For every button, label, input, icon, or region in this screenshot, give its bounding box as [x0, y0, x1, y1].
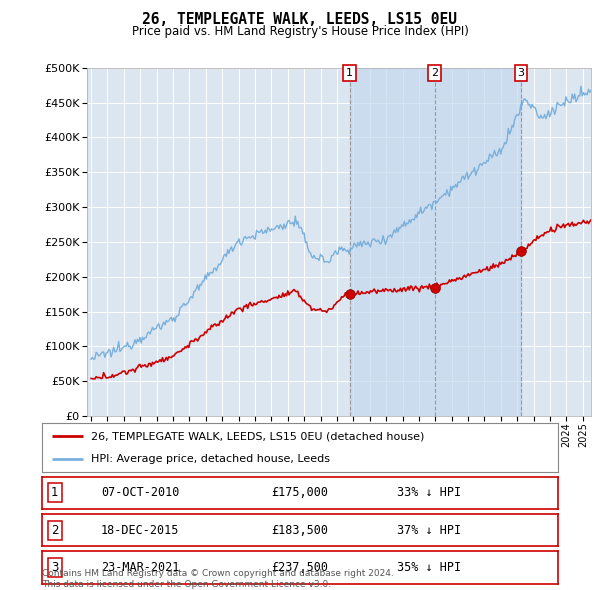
Text: 18-DEC-2015: 18-DEC-2015 [101, 523, 179, 537]
Text: £237,500: £237,500 [272, 560, 329, 574]
Text: 26, TEMPLEGATE WALK, LEEDS, LS15 0EU: 26, TEMPLEGATE WALK, LEEDS, LS15 0EU [143, 12, 458, 27]
Text: 35% ↓ HPI: 35% ↓ HPI [397, 560, 461, 574]
Text: 33% ↓ HPI: 33% ↓ HPI [397, 486, 461, 500]
Text: 3: 3 [518, 68, 524, 78]
Text: 2: 2 [431, 68, 438, 78]
Text: £183,500: £183,500 [272, 523, 329, 537]
Text: Price paid vs. HM Land Registry's House Price Index (HPI): Price paid vs. HM Land Registry's House … [131, 25, 469, 38]
Text: HPI: Average price, detached house, Leeds: HPI: Average price, detached house, Leed… [91, 454, 330, 464]
Text: 1: 1 [346, 68, 353, 78]
Text: £175,000: £175,000 [272, 486, 329, 500]
Text: Contains HM Land Registry data © Crown copyright and database right 2024.
This d: Contains HM Land Registry data © Crown c… [42, 569, 394, 589]
Text: 3: 3 [51, 560, 59, 574]
Text: 2: 2 [51, 523, 59, 537]
Bar [350, 68, 521, 416]
Text: 1: 1 [51, 486, 59, 500]
Text: 26, TEMPLEGATE WALK, LEEDS, LS15 0EU (detached house): 26, TEMPLEGATE WALK, LEEDS, LS15 0EU (de… [91, 431, 424, 441]
Text: 23-MAR-2021: 23-MAR-2021 [101, 560, 179, 574]
Text: 07-OCT-2010: 07-OCT-2010 [101, 486, 179, 500]
Text: 37% ↓ HPI: 37% ↓ HPI [397, 523, 461, 537]
